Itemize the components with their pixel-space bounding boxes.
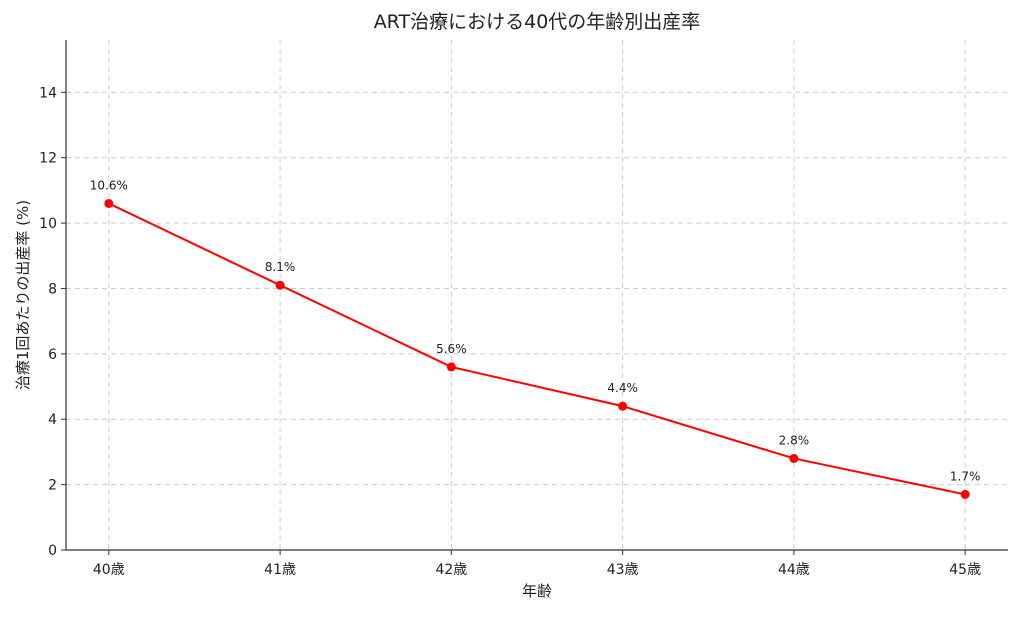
y-tick-label: 14	[39, 85, 57, 101]
data-point	[960, 489, 970, 499]
data-label: 5.6%	[436, 342, 467, 356]
y-tick-label: 4	[48, 412, 57, 428]
data-label: 8.1%	[265, 260, 296, 274]
x-tick-label: 44歳	[778, 562, 810, 578]
y-tick-label: 6	[48, 347, 57, 363]
chart-title: ART治療における40代の年齢別出産率	[374, 11, 701, 33]
data-point	[618, 401, 628, 411]
data-point	[275, 280, 285, 290]
grid	[66, 40, 1008, 550]
x-tick-label: 40歳	[93, 562, 125, 578]
series: 10.6% 8.1% 5.6% 4.4% 2.8% 1.7%	[90, 178, 981, 499]
y-tick-label: 2	[48, 478, 57, 494]
x-axis-label: 年齢	[522, 582, 552, 600]
x-tick-label: 41歳	[264, 562, 296, 578]
series-line	[108, 202, 966, 496]
y-tick-label: 8	[48, 281, 57, 297]
y-tick-label: 0	[48, 543, 57, 559]
data-label: 2.8%	[779, 433, 810, 447]
y-tick-label: 10	[39, 216, 57, 232]
y-axis-label: 治療1回あたりの出産率 (%)	[14, 200, 32, 390]
y-tick-label: 12	[39, 151, 57, 167]
data-point	[446, 362, 456, 372]
x-tick-label: 43歳	[607, 562, 639, 578]
data-point	[789, 453, 799, 463]
axes: 0 2 4 6 8 10 12 14 40歳 41歳 42歳 43歳 44歳 45歳	[39, 40, 1008, 578]
x-tick-label: 45歳	[949, 562, 981, 578]
data-label: 1.7%	[950, 469, 981, 483]
data-label: 10.6%	[90, 178, 128, 192]
data-point	[104, 198, 114, 208]
data-label: 4.4%	[607, 381, 638, 395]
x-tick-label: 42歳	[435, 562, 467, 578]
